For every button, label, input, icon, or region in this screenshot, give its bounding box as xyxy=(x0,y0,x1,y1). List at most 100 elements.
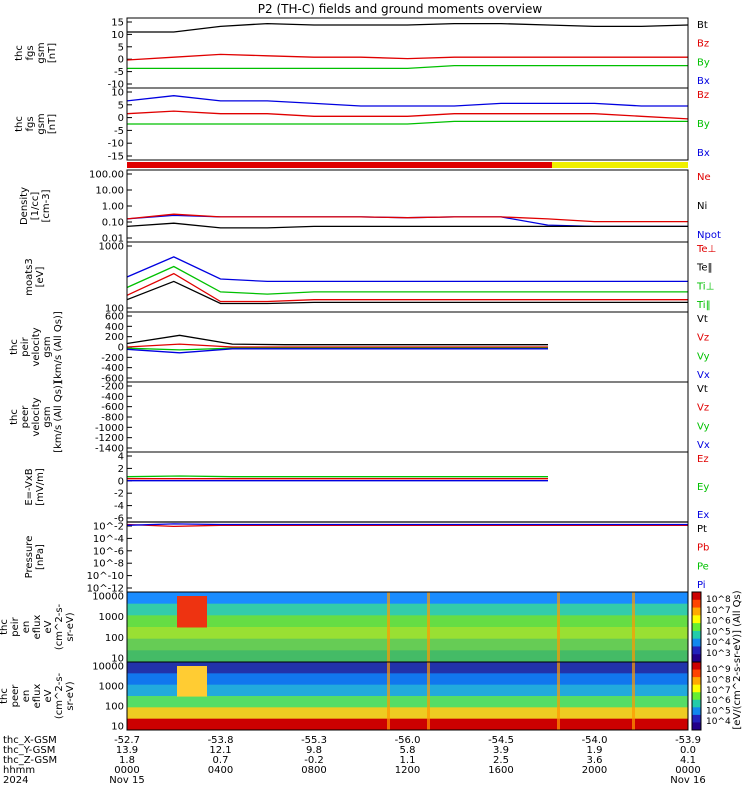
y-tick-label: 10 xyxy=(111,722,124,733)
series-line xyxy=(126,475,548,478)
spectrogram-band xyxy=(127,707,688,720)
y-tick-label: -6 xyxy=(114,514,124,525)
y-tick-label: -1400 xyxy=(95,444,124,455)
y-axis-label: Density xyxy=(19,187,30,225)
legend-label: Vy xyxy=(697,351,710,362)
y-axis-label: en xyxy=(21,621,32,634)
y-axis-label: moats3 xyxy=(24,258,35,295)
spectrogram-streak xyxy=(427,592,430,662)
panel-8: Pressure [nPa] 10^-210^-410^-6 10^-810^-10 1… xyxy=(24,521,709,595)
legend-label: Vt xyxy=(697,314,708,325)
x-tick-label: 2.5 xyxy=(493,755,509,766)
y-axis-label: (cm^2-s- xyxy=(54,672,65,719)
y-axis-label: fgs xyxy=(25,45,36,60)
series-line xyxy=(126,523,688,528)
panel-5: thc peir velocity gsm [km/s (All Qs)] 6004002… xyxy=(9,311,710,384)
spectrogram-band xyxy=(127,627,688,640)
y-axis-label: peir xyxy=(20,336,31,356)
legend-label: Te‖ xyxy=(696,263,713,274)
colorbar-tick-label: 10^4 xyxy=(706,717,731,727)
legend-label: Bt xyxy=(697,20,708,31)
y-tick-label: 10 xyxy=(111,30,124,41)
y-tick-label: 10.00 xyxy=(95,186,124,197)
y-axis-label: eflux xyxy=(32,684,43,709)
y-tick-label: 10000 xyxy=(92,662,124,673)
x-tick-label: 1600 xyxy=(488,765,513,776)
x-tick-label: 0.7 xyxy=(213,755,229,766)
y-tick-label: 10^-12 xyxy=(87,584,124,595)
y-tick-label: 10000 xyxy=(92,592,124,603)
series-line xyxy=(127,120,688,125)
spectrogram-band xyxy=(127,718,688,731)
spectrogram-band xyxy=(127,650,688,663)
colorbar-tick-label: 10^3 xyxy=(706,649,731,659)
x-tick-label: 0800 xyxy=(301,765,326,776)
x-tick-label: -55.3 xyxy=(301,735,327,746)
series-line xyxy=(126,334,548,346)
legend-label: Ti‖ xyxy=(696,300,711,311)
legend-label: Bx xyxy=(697,148,710,159)
panel-frame xyxy=(126,521,689,593)
colorbar-segment xyxy=(692,630,701,640)
colorbar-segment xyxy=(692,707,701,716)
legend-label: Pt xyxy=(697,524,707,535)
y-tick-label: -200 xyxy=(101,382,124,393)
series-line xyxy=(126,110,689,120)
colorbar-segment xyxy=(692,646,701,655)
y-tick-label: 2 xyxy=(118,464,124,475)
y-tick-label: 400 xyxy=(105,322,124,333)
legend-label: Bz xyxy=(697,39,709,50)
x-tick-label: -0.2 xyxy=(304,755,324,766)
y-axis-label: [km/s (All Qs)] xyxy=(53,311,64,383)
spectrogram-hotspot xyxy=(177,596,207,628)
y-tick-label: 1000 xyxy=(99,242,124,253)
figure-title: P2 (TH-C) fields and ground moments over… xyxy=(258,2,543,16)
y-tick-label: 0 xyxy=(118,343,124,354)
y-axis-label: [km/s (All Qs)] xyxy=(53,381,64,453)
y-tick-label: -10 xyxy=(108,139,124,150)
legend-label: Vt xyxy=(697,384,708,395)
legend-label: Te⊥ xyxy=(696,244,716,255)
legend-label: By xyxy=(697,57,710,68)
y-axis-label: sr-eV) xyxy=(65,681,76,710)
y-axis-label: en xyxy=(21,690,32,703)
y-tick-label: 1000 xyxy=(99,612,124,623)
y-axis-label: E=-VxB xyxy=(24,468,35,505)
colorbar-tick-label: 10^9 xyxy=(706,665,731,675)
y-axis-label: [nPa] xyxy=(35,544,46,570)
colorbar-tick-label: 10^6 xyxy=(706,696,731,706)
legend-label: Pe xyxy=(697,561,709,572)
y-tick-label: 10^-10 xyxy=(87,571,124,582)
x-row-label: 2024 xyxy=(3,775,28,786)
colorbar-segment xyxy=(692,692,701,701)
series-line xyxy=(126,265,688,295)
x-tick-label: 1.9 xyxy=(587,745,603,756)
y-axis-label: peer xyxy=(10,684,21,708)
spectrogram-band xyxy=(127,696,688,708)
x-tick-label: -53.8 xyxy=(208,735,234,746)
y-axis-label: (cm^2-s- xyxy=(54,603,65,650)
y-axis-label: Pressure xyxy=(24,536,35,579)
x-tick-label: -54.0 xyxy=(582,735,608,746)
y-axis-label: velocity xyxy=(31,397,42,436)
legend-label: Vz xyxy=(697,333,709,344)
panel-6: thc peer velocity gsm [km/s (All Qs)] -200-40… xyxy=(9,381,710,454)
x-tick-label: -56.0 xyxy=(395,735,421,746)
colorbar-segment xyxy=(692,677,701,686)
panel-4: moats3 [eV] 1000 100 Te⊥ Te‖ Ti⊥ Ti‖ xyxy=(24,241,716,315)
y-axis-label: eV xyxy=(43,689,54,702)
y-axis-label: thc xyxy=(9,339,20,355)
y-tick-label: 10^-8 xyxy=(93,559,124,570)
legend-label: Ey xyxy=(697,482,709,493)
colorbar: 10^810^710^610^510^410^3 xyxy=(691,591,731,663)
y-tick-label: 0 xyxy=(118,113,124,124)
y-tick-label: -400 xyxy=(101,363,124,374)
colorbar-segment xyxy=(692,722,701,731)
y-tick-label: 10 xyxy=(111,654,124,665)
panel-frame xyxy=(126,87,689,161)
y-tick-label: 600 xyxy=(105,312,124,323)
panel-frame xyxy=(126,451,689,523)
legend-label: Ni xyxy=(697,201,707,212)
